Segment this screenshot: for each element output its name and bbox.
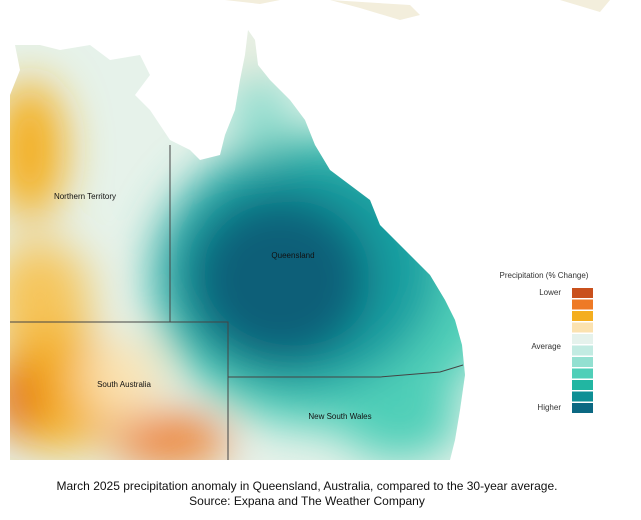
legend-label: Higher <box>537 403 561 412</box>
legend-swatch <box>572 357 593 367</box>
legend: Precipitation (% Change) Lower Average Hig… <box>500 271 593 413</box>
region-labels: Northern Territory Queensland South Austra… <box>54 192 372 421</box>
legend-swatch <box>572 391 593 402</box>
legend-swatch <box>572 288 593 298</box>
legend-swatch <box>572 380 593 390</box>
legend-title: Precipitation (% Change) <box>500 271 589 280</box>
legend-swatch <box>572 311 593 321</box>
caption: Source: Expana and The Weather Company <box>189 494 425 508</box>
legend-swatch <box>572 334 593 344</box>
region-label: Queensland <box>271 251 314 260</box>
island <box>225 0 610 20</box>
legend-label: Lower <box>539 288 561 297</box>
legend-swatch <box>572 368 593 379</box>
region-label: New South Wales <box>308 412 371 421</box>
legend-swatch <box>572 403 593 413</box>
borders <box>10 145 464 460</box>
caption: March 2025 precipitation anomaly in Quee… <box>57 479 558 493</box>
legend-swatch <box>572 345 593 356</box>
region-label: South Australia <box>97 380 151 389</box>
legend-swatch <box>572 299 593 310</box>
legend-label: Average <box>531 342 561 351</box>
legend-swatch <box>572 322 593 333</box>
land <box>10 30 465 460</box>
region-label: Northern Territory <box>54 192 116 201</box>
